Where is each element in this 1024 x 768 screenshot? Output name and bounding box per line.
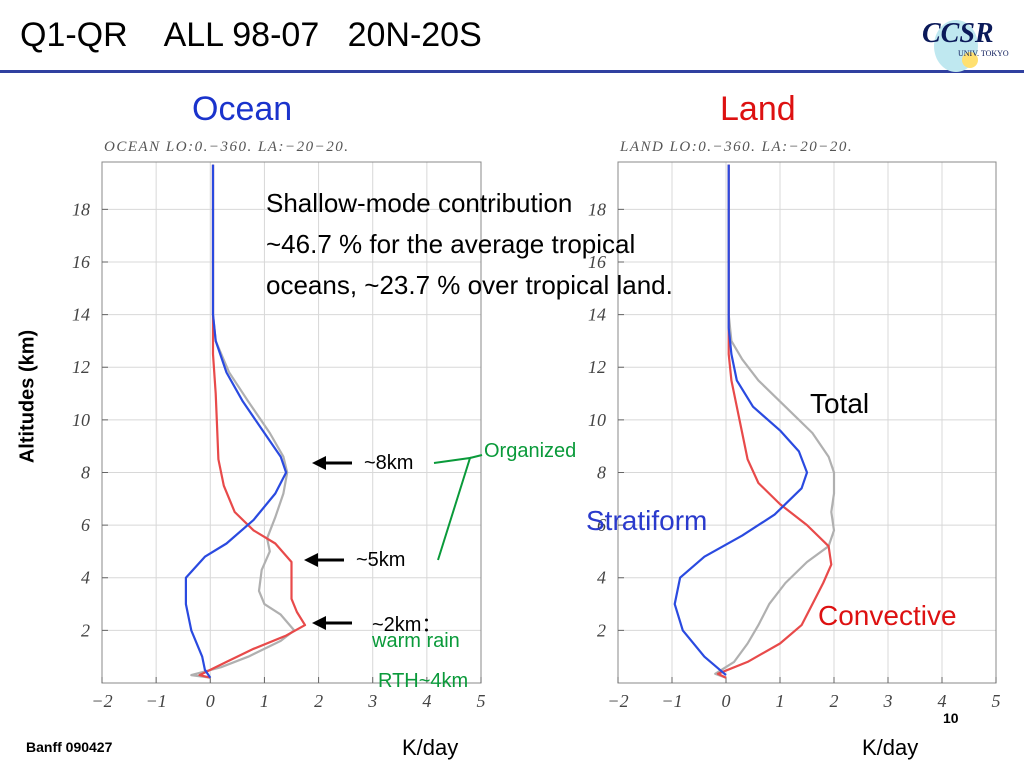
label-8km: ~8km — [364, 452, 414, 474]
ocean-series-stratiform — [184, 164, 288, 679]
land-heading: Land — [720, 90, 796, 128]
ocean-x-tick-label: 2 — [314, 691, 323, 711]
land-y-tick-label: 6 — [597, 515, 606, 535]
shallow-note-line-2: ~46.7 % for the average tropical — [266, 229, 636, 259]
ocean-y-tick-label: 6 — [81, 515, 90, 535]
ocean-x-tick-label: 4 — [422, 691, 431, 711]
ocean-y-tick-label: 4 — [81, 568, 90, 588]
arrow-8km — [312, 456, 352, 470]
shallow-note-line-1: Shallow-mode contribution — [266, 188, 573, 218]
page-number: 10 — [943, 710, 959, 726]
label-warm-rain: warm rain — [372, 630, 460, 652]
logo-text: CCSR — [922, 18, 994, 49]
land-x-tick-label: −2 — [607, 691, 628, 711]
ocean-x-tick-label: 5 — [477, 691, 486, 711]
label-convective: Convective — [818, 600, 957, 631]
land-y-tick-label: 16 — [588, 252, 606, 272]
organized-connector — [433, 454, 483, 561]
ocean-y-tick-label: 8 — [81, 462, 90, 482]
ocean-x-tick-label: 3 — [367, 691, 377, 711]
land-y-tick-label: 14 — [588, 305, 606, 325]
ocean-y-tick-label: 12 — [72, 357, 90, 377]
land-x-tick-label: 4 — [938, 691, 947, 711]
land-x-tick-label: 2 — [830, 691, 839, 711]
land-header-text: LAND LO:0.−360. LA:−20−20. — [619, 139, 853, 155]
ocean-x-tick-label: 1 — [260, 691, 269, 711]
logo-subtext: UNIV. TOKYO — [958, 49, 1009, 58]
ocean-heading: Ocean — [192, 90, 293, 128]
ocean-x-tick-label: 0 — [206, 691, 215, 711]
label-organized: Organized — [484, 440, 577, 462]
land-series-stratiform — [673, 164, 809, 676]
land-x-tick-label: −1 — [661, 691, 682, 711]
ocean-y-tick-label: 2 — [81, 620, 90, 640]
ocean-y-tick-label: 18 — [72, 199, 90, 219]
footer-text: Banff 090427 — [26, 739, 113, 755]
ccsr-logo: CCSR UNIV. TOKYO — [922, 18, 1009, 72]
land-plot-frame — [617, 161, 997, 684]
label-total: Total — [810, 388, 870, 419]
land-y-tick-label: 10 — [588, 410, 606, 430]
page-title: Q1-QR ALL 98-07 20N-20S — [20, 16, 482, 54]
land-y-tick-label: 8 — [597, 462, 606, 482]
ocean-y-tick-label: 16 — [72, 252, 90, 272]
ocean-x-tick-label: −1 — [146, 691, 167, 711]
land-x-axis-unit: K/day — [862, 735, 919, 760]
label-rth: RTH~4km — [378, 670, 469, 692]
ocean-y-tick-label: 14 — [72, 305, 90, 325]
land-x-tick-label: 0 — [722, 691, 731, 711]
land-y-tick-label: 4 — [597, 568, 606, 588]
land-y-tick-label: 12 — [588, 357, 606, 377]
shallow-note-line-3: oceans, ~23.7 % over tropical land. — [266, 270, 673, 300]
title-divider — [0, 70, 1024, 73]
label-5km: ~5km — [356, 549, 406, 571]
ocean-y-tick-label: 10 — [72, 410, 90, 430]
ocean-x-tick-label: −2 — [91, 691, 112, 711]
ocean-header-text: OCEAN LO:0.−360. LA:−20−20. — [104, 139, 349, 155]
y-axis-label: Altitudes (km) — [16, 329, 39, 464]
land-y-tick-label: 18 — [588, 199, 606, 219]
arrow-2km — [312, 616, 352, 630]
land-y-tick-label: 2 — [597, 620, 606, 640]
ocean-x-axis-unit: K/day — [402, 735, 459, 760]
arrow-5km — [304, 553, 344, 567]
shallow-mode-note: Shallow-mode contribution ~46.7 % for th… — [266, 183, 826, 306]
land-x-tick-label: 3 — [883, 691, 893, 711]
label-2km: ~2km： — [372, 614, 442, 636]
ocean-plot-frame — [101, 161, 482, 684]
land-x-tick-label: 1 — [776, 691, 785, 711]
land-x-tick-label: 5 — [992, 691, 1001, 711]
label-stratiform: Stratiform — [586, 505, 708, 536]
